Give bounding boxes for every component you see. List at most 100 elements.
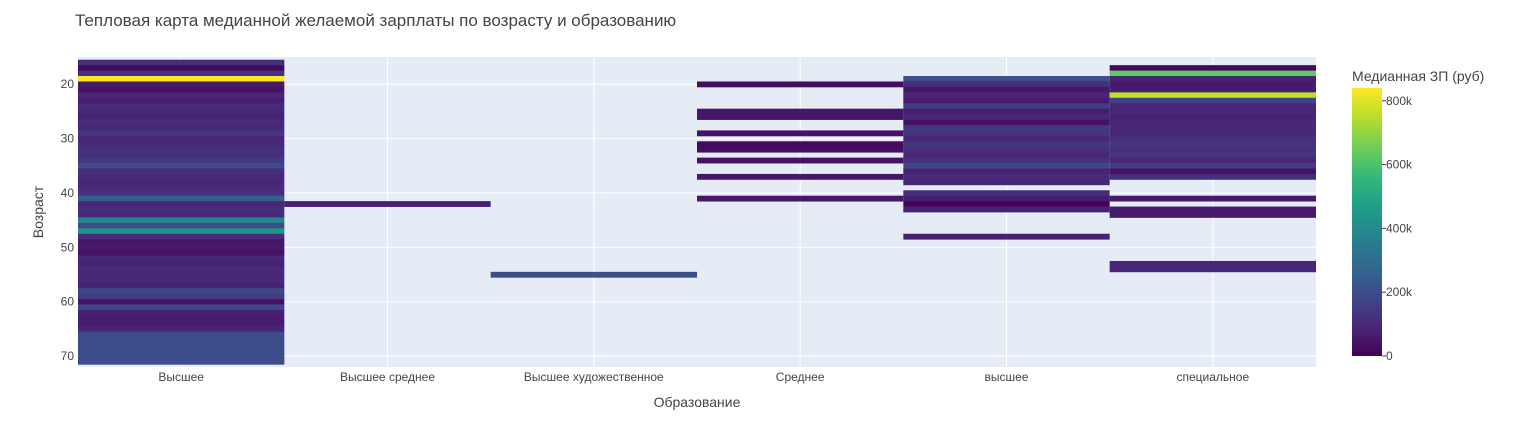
heatmap-cell [78,157,285,164]
heatmap-cell [903,152,1110,159]
heatmap-cell [78,173,285,180]
heatmap-cell [697,108,904,115]
y-axis-ticks: 20 30 40 50 60 70 [61,77,75,363]
heatmap-cell [697,157,904,164]
heatmap-cell [903,173,1110,180]
colorbar-tick-label: 400k [1386,221,1413,235]
heatmap-cell [903,233,1110,240]
colorbar-tick-label: 200k [1386,285,1413,299]
heatmap-cell [1109,92,1316,99]
heatmap-cell [1109,157,1316,164]
heatmap-cell [78,255,285,262]
colorbar-ticks: 0 200k 400k 600k 800k [1382,94,1413,363]
heatmap-cell [1109,119,1316,126]
heatmap-cell [1109,70,1316,77]
heatmap-cell [1109,163,1316,169]
colorbar-title: Медианная ЗП (руб) [1352,68,1484,84]
chart-title: Тепловая карта медианной желаемой зарпла… [75,11,676,30]
heatmap-cell [697,195,904,202]
y-axis-title: Возраст [30,185,46,238]
heatmap-cell [1109,108,1316,115]
heatmap-cell [490,271,697,278]
heatmap-cell [78,65,285,71]
heatmap-cell [1109,168,1316,175]
heatmap-cell [697,114,904,120]
heatmap-cell [903,76,1110,82]
heatmap-cell [78,299,285,305]
heatmap-cell [78,119,285,126]
heatmap-cell [1109,76,1316,82]
heatmap-cells [78,59,1316,365]
heatmap-cell [903,168,1110,175]
heatmap-cell [78,293,285,300]
heatmap-cell [78,103,285,110]
heatmap-cell [1109,141,1316,148]
heatmap-cell [697,141,904,148]
y-tick-label: 30 [61,132,75,146]
heatmap-cell [78,114,285,120]
heatmap-cell [78,92,285,99]
heatmap-cell [903,86,1110,93]
x-tick-label: специальное [1177,370,1250,384]
heatmap-cell [78,179,285,186]
colorbar: Медианная ЗП (руб) 0 200k 400k 600k 800k [1352,68,1484,363]
heatmap-cell [78,239,285,246]
heatmap-cell [903,206,1110,213]
heatmap-cell [903,108,1110,115]
heatmap-cell [903,141,1110,148]
heatmap-cell [78,358,285,365]
heatmap-cell [903,146,1110,153]
heatmap-cell [1109,266,1316,273]
heatmap-cell [903,114,1110,120]
heatmap-cell [78,217,285,224]
x-tick-label: Высшее [158,370,204,384]
heatmap-cell [78,141,285,148]
heatmap-cell [78,233,285,240]
heatmap-cell [78,201,285,207]
heatmap-cell [1109,86,1316,93]
heatmap-cell [78,347,285,354]
x-tick-label: высшее [985,370,1029,384]
heatmap-cell [78,130,285,137]
heatmap-cell [1109,206,1316,213]
y-tick-label: 50 [61,240,75,254]
heatmap-cell [78,195,285,202]
heatmap-cell [78,353,285,360]
heatmap-cell [1109,173,1316,180]
heatmap-cell [1109,65,1316,71]
heatmap-cell [78,271,285,278]
heatmap-cell [903,97,1110,104]
heatmap-cell [78,331,285,338]
y-tick-label: 70 [61,349,75,363]
heatmap-cell [903,124,1110,131]
heatmap-cell [903,130,1110,137]
heatmap-cell [1109,130,1316,137]
heatmap-cell [78,277,285,284]
heatmap-cell [1109,135,1316,142]
y-tick-label: 40 [61,186,75,200]
heatmap-cell [1109,81,1316,88]
heatmap-cell [78,59,285,66]
x-tick-label: Высшее художественное [524,370,664,384]
heatmap-cell [78,304,285,311]
heatmap-cell [78,309,285,316]
y-tick-label: 20 [61,77,75,91]
heatmap-cell [78,108,285,115]
heatmap-cell [78,70,285,77]
heatmap-cell [78,222,285,229]
heatmap-cell [1109,195,1316,202]
heatmap-cell [78,135,285,142]
heatmap-cell [78,97,285,104]
heatmap-cell [1109,146,1316,153]
heatmap-cell [78,288,285,294]
heatmap-cell [903,92,1110,99]
heatmap-cell [78,250,285,256]
heatmap-cell [903,81,1110,88]
heatmap-cell [78,212,285,218]
heatmap-cell [697,173,904,180]
heatmap-cell [697,81,904,88]
heatmap-cell [1109,260,1316,267]
heatmap-cell [903,157,1110,164]
heatmap-cell [78,190,285,197]
heatmap-cell [78,184,285,191]
